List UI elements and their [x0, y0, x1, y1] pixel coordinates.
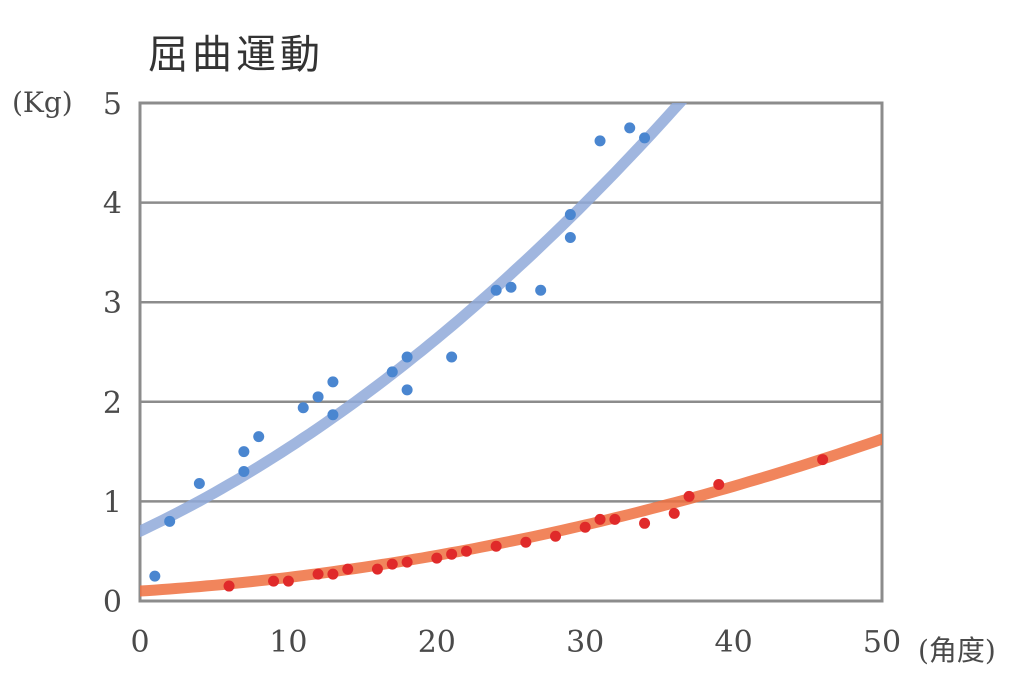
plot-border — [138, 101, 884, 603]
data-point-s1-8 — [312, 391, 324, 403]
y-tick-label-0: 0 — [103, 585, 122, 620]
data-point-s1-9 — [327, 376, 339, 388]
data-point-s2-13 — [490, 540, 502, 552]
data-point-s1-15 — [490, 284, 502, 296]
data-point-s1-7 — [297, 402, 309, 414]
data-point-s2-17 — [594, 513, 606, 525]
y-tick-label-3: 3 — [103, 286, 122, 321]
x-axis-unit-label: (角度) — [918, 634, 996, 667]
y-axis-unit-label: (Kg) — [12, 86, 73, 119]
data-point-s2-16 — [579, 521, 591, 533]
data-point-s2-7 — [371, 563, 383, 575]
data-point-s2-10 — [431, 552, 443, 564]
data-point-s2-15 — [550, 530, 562, 542]
data-point-s2-6 — [342, 563, 354, 575]
data-point-s2-1 — [223, 580, 235, 592]
data-point-s1-10 — [327, 409, 339, 421]
data-point-s2-23 — [817, 454, 829, 466]
data-point-s1-12 — [401, 384, 413, 396]
data-point-s1-16 — [505, 281, 517, 293]
y-axis-ticks: 0 1 2 3 4 5 — [103, 87, 122, 620]
trend-lines — [140, 103, 882, 597]
data-point-s2-22 — [713, 478, 725, 490]
data-point-s1-22 — [639, 132, 651, 144]
data-point-s1-21 — [624, 122, 636, 134]
data-point-s1-11 — [386, 366, 398, 378]
trend-line-1 — [140, 103, 688, 537]
data-point-s2-18 — [609, 513, 621, 525]
trend-line-2 — [140, 433, 882, 597]
x-tick-label-50: 50 — [863, 625, 901, 660]
plot-area — [138, 101, 884, 603]
data-point-s2-3 — [282, 575, 294, 587]
data-point-s1-17 — [535, 284, 547, 296]
data-point-s2-5 — [327, 568, 339, 580]
data-point-s2-11 — [446, 548, 458, 560]
data-point-s2-9 — [401, 556, 413, 568]
gridlines — [140, 201, 882, 503]
data-point-s1-6 — [253, 431, 265, 443]
data-point-s2-8 — [386, 558, 398, 570]
data-point-s2-21 — [683, 490, 695, 502]
chart-title: 屈曲運動 — [148, 32, 324, 78]
y-tick-label-5: 5 — [103, 87, 122, 122]
x-tick-label-40: 40 — [715, 625, 753, 660]
x-axis-ticks: 0 10 20 30 40 50 — [130, 625, 901, 660]
x-tick-label-20: 20 — [418, 625, 456, 660]
data-point-s2-2 — [268, 575, 280, 587]
data-point-s2-14 — [520, 536, 532, 548]
data-points — [149, 122, 829, 592]
data-point-s2-19 — [639, 517, 651, 529]
data-point-s1-2 — [164, 515, 176, 527]
data-point-s2-20 — [668, 507, 680, 519]
data-point-s1-18 — [564, 231, 576, 243]
data-point-s1-3 — [193, 477, 205, 489]
data-point-s1-13 — [401, 351, 413, 363]
data-point-s1-14 — [446, 351, 458, 363]
data-point-s1-1 — [149, 570, 161, 582]
data-point-s2-12 — [460, 545, 472, 557]
data-point-s1-5 — [238, 466, 250, 478]
y-tick-label-1: 1 — [103, 485, 122, 520]
data-point-s2-4 — [312, 568, 324, 580]
data-point-s1-4 — [238, 446, 250, 458]
y-tick-label-4: 4 — [103, 187, 122, 222]
data-point-s1-20 — [594, 135, 606, 147]
y-tick-label-2: 2 — [103, 386, 122, 421]
x-tick-label-0: 0 — [130, 625, 149, 660]
x-tick-label-10: 10 — [269, 625, 307, 660]
data-point-s1-19 — [564, 209, 576, 221]
x-tick-label-30: 30 — [566, 625, 604, 660]
